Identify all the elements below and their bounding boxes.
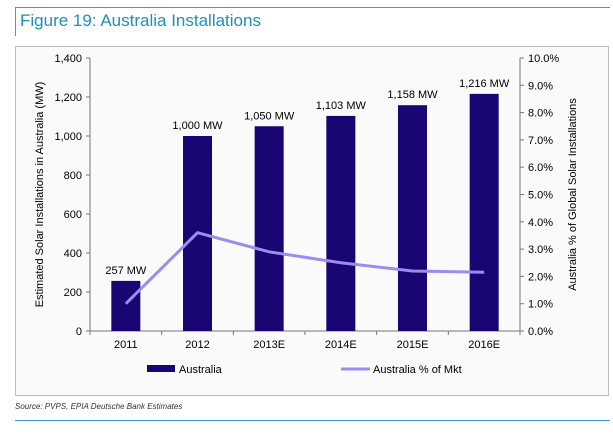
x-tick-label: 2011 (114, 339, 138, 351)
bar-2016E (469, 93, 499, 331)
y-tick-label: 400 (64, 248, 82, 260)
y2-tick-label: 9.0% (528, 80, 553, 92)
legend-label-pct: Australia % of Mkt (373, 364, 462, 376)
y-axis-title: Estimated Solar Installations in Austral… (34, 82, 46, 308)
legend-label-australia: Australia (179, 364, 223, 376)
x-tick-label: 2012 (185, 339, 209, 351)
y-tick-label: 0 (76, 326, 82, 338)
y2-tick-label: 7.0% (528, 135, 553, 147)
y2-tick-label: 2.0% (528, 271, 553, 283)
y-tick-label: 600 (64, 209, 82, 221)
y2-tick-label: 10.0% (528, 53, 559, 65)
y2-tick-label: 5.0% (528, 190, 553, 202)
bar-2013E (254, 126, 284, 331)
bar-2011 (111, 280, 141, 331)
y-tick-label: 1,000 (54, 131, 82, 143)
source-note: Source: PVPS, EPIA Deutsche Bank Estimat… (15, 402, 183, 411)
x-tick-label: 2014E (325, 339, 357, 351)
y-tick-label: 1,400 (54, 53, 82, 65)
y-tick-label: 200 (64, 287, 82, 299)
bar-data-label: 1,000 MW (172, 120, 223, 132)
bar-2015E (398, 105, 427, 331)
y2-tick-label: 0.0% (528, 326, 553, 338)
legend-swatch-australia (147, 365, 175, 372)
y-tick-label: 1,200 (54, 92, 82, 104)
bar-data-label: 257 MW (105, 265, 147, 277)
y2-tick-label: 6.0% (528, 162, 553, 174)
bottom-rule (15, 420, 610, 421)
figure-title: Figure 19: Australia Installations (20, 11, 261, 30)
x-tick-label: 2015E (397, 339, 429, 351)
y2-tick-label: 1.0% (528, 299, 553, 311)
bar-data-label: 1,216 MW (459, 78, 510, 90)
x-tick-label: 2016E (468, 339, 500, 351)
title-accent (15, 8, 16, 36)
x-tick-label: 2013E (253, 339, 285, 351)
chart-frame (15, 46, 609, 396)
y2-tick-label: 3.0% (528, 244, 553, 256)
y2-tick-label: 8.0% (528, 108, 553, 120)
bar-2014E (326, 115, 356, 331)
bar-data-label: 1,158 MW (387, 89, 438, 101)
line-series-australia-pct (124, 231, 485, 305)
bar-data-label: 1,050 MW (244, 110, 295, 122)
top-rule (15, 7, 610, 8)
y2-tick-label: 4.0% (528, 217, 553, 229)
y2-axis-title: Australia % of Global Solar Installation… (567, 98, 579, 291)
bar-data-label: 1,103 MW (316, 100, 367, 112)
y-tick-label: 800 (64, 170, 82, 182)
